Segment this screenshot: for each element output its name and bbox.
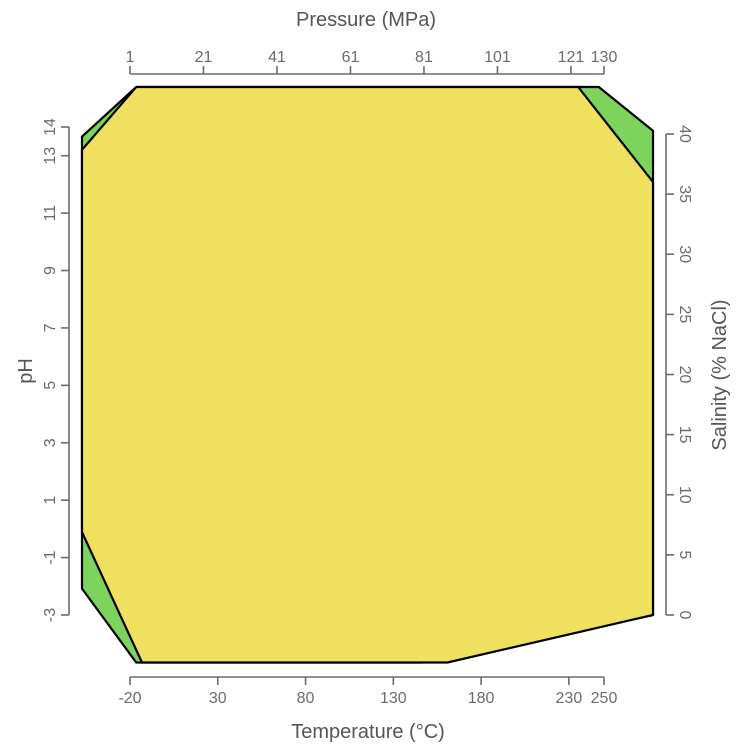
left-tick-label: 9 <box>42 266 59 275</box>
right-tick-label: 0 <box>676 611 693 620</box>
right-tick-label: 20 <box>676 366 693 384</box>
left-tick-label: 5 <box>42 381 59 390</box>
right-tick-label: 35 <box>676 185 693 203</box>
bottom-tick-label: 230 <box>556 690 583 707</box>
left-tick-label: 13 <box>42 147 59 165</box>
right-tick-label: 40 <box>676 125 693 143</box>
left-tick-label: 11 <box>42 205 59 222</box>
inner-region-polygon <box>80 85 655 664</box>
bottom-tick-label: 130 <box>380 690 407 707</box>
top-tick-label: 81 <box>415 49 433 66</box>
left-tick-label: 14 <box>42 118 59 136</box>
right-tick-label: 5 <box>676 550 693 559</box>
top-tick-label: 1 <box>126 49 135 66</box>
regions <box>80 85 655 664</box>
left-tick-label: 7 <box>42 323 59 332</box>
right-tick-label: 25 <box>676 305 693 323</box>
right-axis-title: Salinity (% NaCl) <box>709 299 731 450</box>
right-tick-label: 15 <box>676 426 693 444</box>
left-tick-label: -3 <box>42 608 59 622</box>
top-tick-label: 41 <box>268 49 286 66</box>
bottom-tick-label: 30 <box>209 690 227 707</box>
right-tick-label: 30 <box>676 245 693 263</box>
left-axis-title: pH <box>15 358 37 384</box>
left-tick-label: -1 <box>42 550 59 564</box>
left-tick-label: 1 <box>42 496 59 505</box>
top-tick-label: 61 <box>342 49 360 66</box>
bottom-tick-label: 250 <box>591 690 618 707</box>
top-axis-title: Pressure (MPa) <box>296 9 436 31</box>
right-tick-label: 10 <box>676 486 693 504</box>
top-tick-label: 21 <box>195 49 213 66</box>
left-tick-label: 3 <box>42 438 59 447</box>
bottom-axis-title: Temperature (°C) <box>291 721 445 743</box>
bottom-tick-label: -20 <box>118 690 141 707</box>
bottom-tick-label: 80 <box>297 690 315 707</box>
bottom-tick-label: 180 <box>468 690 495 707</box>
top-tick-label: 101 <box>484 49 511 66</box>
top-tick-label: 130 <box>591 49 618 66</box>
top-tick-label: 121 <box>558 49 585 66</box>
